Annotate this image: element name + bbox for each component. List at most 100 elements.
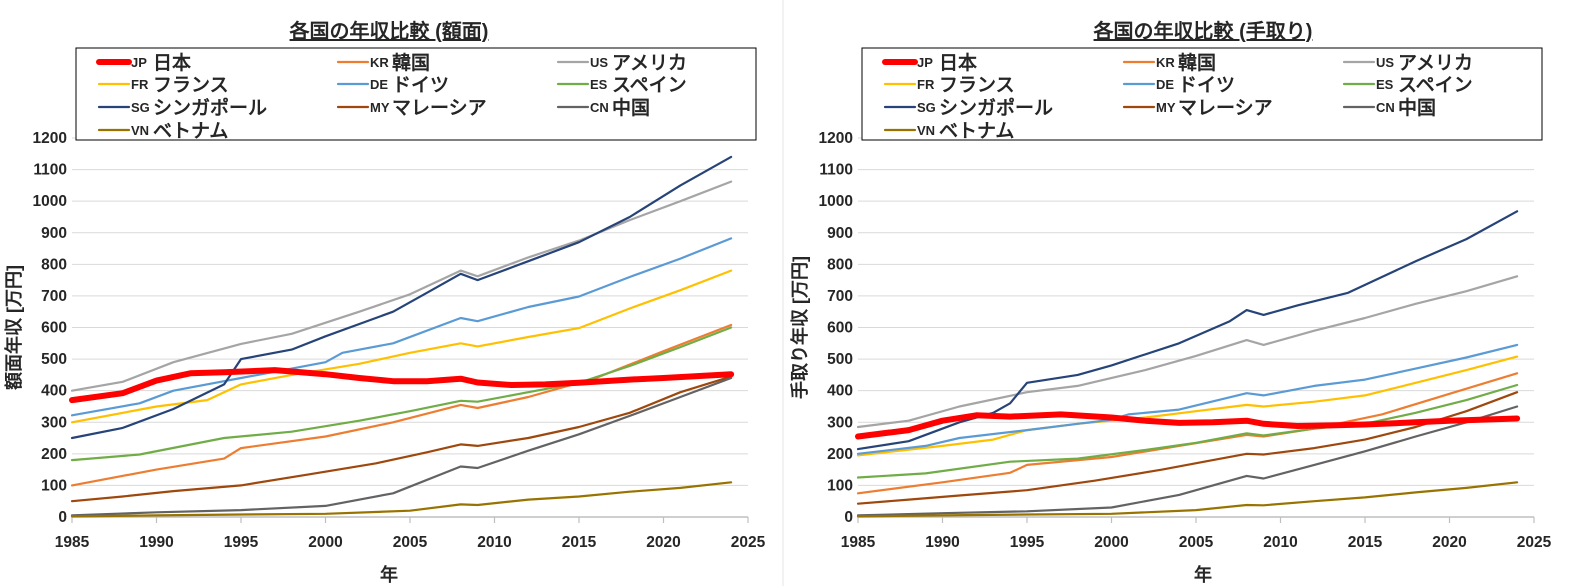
x-tick-label: 2015 bbox=[562, 534, 597, 551]
y-tick-label: 500 bbox=[41, 351, 67, 368]
legend-code: ES bbox=[1376, 77, 1394, 92]
y-tick-label: 300 bbox=[827, 414, 853, 431]
legend-label: アメリカ bbox=[612, 52, 687, 74]
legend-code: KR bbox=[370, 55, 389, 70]
series-line-de bbox=[856, 343, 1519, 455]
x-tick-label: 1990 bbox=[139, 534, 173, 551]
legend-label: 韓国 bbox=[1178, 51, 1216, 74]
y-tick-label: 600 bbox=[827, 320, 853, 337]
y-tick-label: 800 bbox=[827, 256, 853, 273]
legend-code: FR bbox=[917, 77, 935, 92]
series-line-my bbox=[70, 375, 733, 503]
series-line-es bbox=[70, 326, 733, 462]
y-tick-label: 300 bbox=[41, 414, 67, 431]
legend-code: JP bbox=[917, 55, 933, 70]
chart-title: 各国の年収比較 (手取り) bbox=[1093, 19, 1313, 43]
series-line-es bbox=[856, 383, 1519, 479]
series-line-fr bbox=[856, 355, 1519, 457]
series-line-vn bbox=[856, 481, 1519, 518]
chart-panel-1: 各国の年収比較 (額面) 0 100 200 300 400 500 600 700 800 900… bbox=[3, 19, 766, 585]
series-line-sg bbox=[70, 155, 733, 440]
x-tick-label: 2020 bbox=[1432, 534, 1466, 551]
y-tick-label: 100 bbox=[827, 477, 853, 494]
legend-code: KR bbox=[1156, 55, 1175, 70]
series-line-de bbox=[70, 237, 733, 417]
legend-label: 中国 bbox=[612, 96, 650, 119]
y-tick-label: 700 bbox=[827, 288, 853, 305]
chart-panel-2: 各国の年収比較 (手取り) 0 100 200 300 400 500 600 700 800 90… bbox=[789, 19, 1552, 585]
x-tick-label: 1985 bbox=[55, 534, 90, 551]
series-line-jp bbox=[69, 367, 735, 404]
y-tick-label: 600 bbox=[41, 320, 67, 337]
legend-label: 日本 bbox=[939, 51, 977, 74]
legend-code: MY bbox=[370, 100, 390, 115]
y-tick-label: 1200 bbox=[819, 130, 853, 147]
y-tick-label: 900 bbox=[41, 225, 67, 242]
x-tick-label: 2015 bbox=[1348, 534, 1383, 551]
legend-code: US bbox=[590, 55, 608, 70]
legend-code: CN bbox=[1376, 100, 1395, 115]
x-axis-label: 年 bbox=[1194, 564, 1212, 585]
y-axis-label: 額面年収 [万円] bbox=[3, 265, 24, 391]
y-tick-label: 1200 bbox=[33, 130, 67, 147]
series-line-us bbox=[70, 180, 733, 392]
y-tick-label: 1100 bbox=[819, 162, 853, 179]
x-tick-label: 2025 bbox=[1517, 534, 1552, 551]
y-axis-label: 手取り年収 [万円] bbox=[789, 256, 810, 399]
series-line-cn bbox=[70, 376, 733, 517]
legend-code: JP bbox=[131, 55, 147, 70]
legend-label: マレーシア bbox=[392, 98, 487, 119]
legend-code: CN bbox=[590, 100, 609, 115]
legend-code: VN bbox=[131, 123, 149, 138]
y-tick-label: 200 bbox=[827, 446, 853, 463]
x-tick-label: 2005 bbox=[393, 534, 428, 551]
legend: JP 日本 KR 韓国 US アメリカ FR フランス DE ドイツ ES スペイン SG シンガポール M… bbox=[861, 47, 1543, 142]
legend-label: ドイツ bbox=[392, 75, 449, 96]
y-tick-label: 200 bbox=[41, 446, 67, 463]
x-tick-label: 2010 bbox=[477, 534, 511, 551]
legend-label: ベトナム bbox=[153, 121, 228, 142]
series-line-sg bbox=[856, 210, 1519, 451]
y-tick-label: 1000 bbox=[819, 193, 853, 210]
y-tick-label: 900 bbox=[827, 225, 853, 242]
series-line-jp bbox=[855, 411, 1521, 440]
legend-label: 中国 bbox=[1398, 96, 1436, 119]
legend-label: マレーシア bbox=[1178, 98, 1273, 119]
y-tick-label: 400 bbox=[41, 383, 67, 400]
legend-label: ベトナム bbox=[939, 121, 1014, 142]
legend-code: DE bbox=[370, 77, 388, 92]
legend-code: SG bbox=[917, 100, 936, 115]
legend-label: 日本 bbox=[153, 51, 191, 74]
legend-label: フランス bbox=[153, 75, 229, 96]
legend: JP 日本 KR 韓国 US アメリカ FR フランス DE ドイツ ES スペイン SG シンガポール M… bbox=[75, 47, 757, 142]
y-tick-label: 500 bbox=[827, 351, 853, 368]
y-tick-label: 400 bbox=[827, 383, 853, 400]
legend-label: スペイン bbox=[612, 75, 687, 96]
series-line-cn bbox=[856, 405, 1519, 517]
series-line-us bbox=[856, 275, 1519, 429]
legend-code: SG bbox=[131, 100, 150, 115]
x-tick-label: 2010 bbox=[1263, 534, 1297, 551]
x-tick-label: 1985 bbox=[841, 534, 876, 551]
y-tick-label: 100 bbox=[41, 477, 67, 494]
series-line-my bbox=[856, 391, 1519, 505]
legend-code: ES bbox=[590, 77, 608, 92]
x-axis-label: 年 bbox=[380, 564, 398, 585]
x-tick-label: 2005 bbox=[1179, 534, 1214, 551]
legend-code: MY bbox=[1156, 100, 1176, 115]
x-tick-label: 2000 bbox=[1094, 534, 1128, 551]
legend-code: FR bbox=[131, 77, 149, 92]
x-tick-label: 2000 bbox=[308, 534, 342, 551]
legend-label: シンガポール bbox=[153, 96, 267, 119]
legend-label: アメリカ bbox=[1398, 52, 1473, 74]
legend-code: DE bbox=[1156, 77, 1174, 92]
legend-label: スペイン bbox=[1398, 75, 1473, 96]
legend-label: シンガポール bbox=[939, 96, 1053, 119]
y-tick-label: 1100 bbox=[33, 162, 67, 179]
legend-label: フランス bbox=[939, 75, 1015, 96]
chart-title: 各国の年収比較 (額面) bbox=[289, 19, 489, 43]
legend-label: ドイツ bbox=[1178, 75, 1235, 96]
y-tick-label: 700 bbox=[41, 288, 67, 305]
x-tick-label: 2020 bbox=[646, 534, 680, 551]
